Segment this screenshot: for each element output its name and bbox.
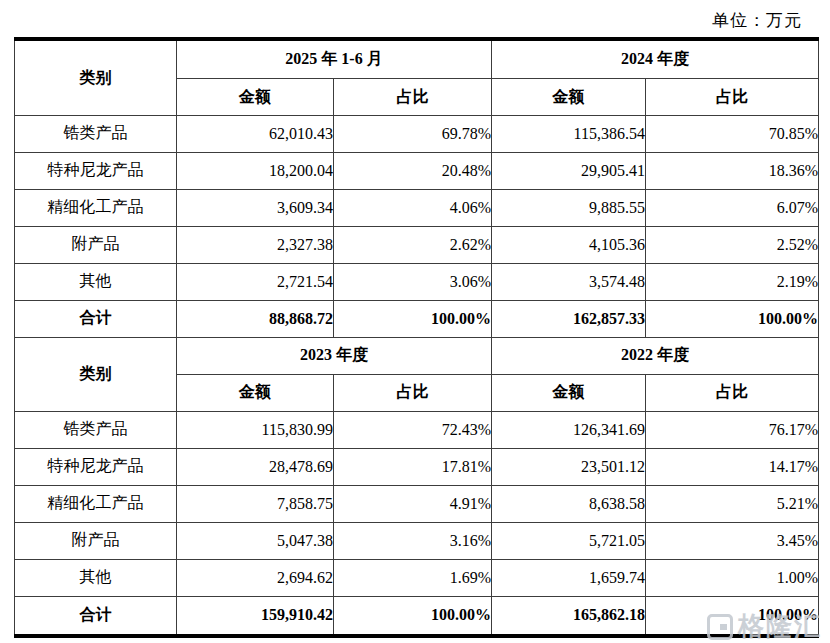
- ratio-cell: 100.00%: [334, 300, 492, 337]
- ratio-cell: 1.69%: [334, 559, 492, 596]
- amount-cell: 1,659.74: [492, 559, 646, 596]
- category-cell: 锆类产品: [15, 411, 177, 448]
- ratio-cell: 2.62%: [334, 226, 492, 263]
- total-row: 合计 88,868.72 100.00% 162,857.33 100.00%: [15, 300, 819, 337]
- ratio-cell: 100.00%: [646, 300, 819, 337]
- category-cell: 特种尼龙产品: [15, 152, 177, 189]
- ratio-cell: 4.06%: [334, 189, 492, 226]
- table-row: 附产品 2,327.38 2.62% 4,105.36 2.52%: [15, 226, 819, 263]
- table-row: 锆类产品 115,830.99 72.43% 126,341.69 76.17%: [15, 411, 819, 448]
- ratio-cell: 100.00%: [646, 596, 819, 636]
- category-cell: 附产品: [15, 522, 177, 559]
- table-row: 特种尼龙产品 18,200.04 20.48% 29,905.41 18.36%: [15, 152, 819, 189]
- amount-cell: 126,341.69: [492, 411, 646, 448]
- unit-label: 单位：万元: [712, 9, 802, 32]
- amount-cell: 62,010.43: [177, 116, 334, 153]
- ratio-cell: 70.85%: [646, 116, 819, 153]
- ratio-cell: 4.91%: [334, 485, 492, 522]
- amount-cell: 2,327.38: [177, 226, 334, 263]
- ratio-cell: 100.00%: [334, 596, 492, 636]
- amount-header: 金额: [492, 374, 646, 411]
- table-row: 特种尼龙产品 28,478.69 17.81% 23,501.12 14.17%: [15, 448, 819, 485]
- ratio-header: 占比: [646, 374, 819, 411]
- table-row: 附产品 5,047.38 3.16% 5,721.05 3.45%: [15, 522, 819, 559]
- amount-cell: 5,047.38: [177, 522, 334, 559]
- category-cell: 附产品: [15, 226, 177, 263]
- table-row: 精细化工产品 7,858.75 4.91% 8,638.58 5.21%: [15, 485, 819, 522]
- amount-cell: 88,868.72: [177, 300, 334, 337]
- period-header-2024: 2024 年度: [492, 39, 819, 79]
- ratio-cell: 20.48%: [334, 152, 492, 189]
- table-row: 锆类产品 62,010.43 69.78% 115,386.54 70.85%: [15, 116, 819, 153]
- ratio-cell: 2.52%: [646, 226, 819, 263]
- amount-cell: 2,694.62: [177, 559, 334, 596]
- ratio-header: 占比: [334, 374, 492, 411]
- amount-cell: 7,858.75: [177, 485, 334, 522]
- amount-header: 金额: [492, 79, 646, 116]
- category-column-header: 类别: [15, 39, 177, 116]
- ratio-cell: 5.21%: [646, 485, 819, 522]
- ratio-header: 占比: [334, 79, 492, 116]
- amount-cell: 28,478.69: [177, 448, 334, 485]
- amount-cell: 9,885.55: [492, 189, 646, 226]
- category-cell: 合计: [15, 596, 177, 636]
- total-row: 合计 159,910.42 100.00% 165,862.18 100.00%: [15, 596, 819, 636]
- ratio-cell: 1.00%: [646, 559, 819, 596]
- ratio-cell: 6.07%: [646, 189, 819, 226]
- table-row: 其他 2,694.62 1.69% 1,659.74 1.00%: [15, 559, 819, 596]
- period-header-row: 类别 2023 年度 2022 年度: [15, 337, 819, 374]
- category-cell: 精细化工产品: [15, 485, 177, 522]
- amount-header: 金额: [177, 79, 334, 116]
- ratio-cell: 72.43%: [334, 411, 492, 448]
- amount-cell: 2,721.54: [177, 263, 334, 300]
- category-column-header: 类别: [15, 337, 177, 411]
- amount-cell: 162,857.33: [492, 300, 646, 337]
- amount-cell: 18,200.04: [177, 152, 334, 189]
- revenue-breakdown-table: 类别 2025 年 1-6 月 2024 年度 金额 占比 金额 占比 锆类产品…: [14, 37, 819, 638]
- period-header-2022: 2022 年度: [492, 337, 819, 374]
- amount-cell: 165,862.18: [492, 596, 646, 636]
- ratio-cell: 18.36%: [646, 152, 819, 189]
- category-cell: 锆类产品: [15, 116, 177, 153]
- category-cell: 其他: [15, 263, 177, 300]
- ratio-cell: 69.78%: [334, 116, 492, 153]
- amount-cell: 115,830.99: [177, 411, 334, 448]
- ratio-cell: 76.17%: [646, 411, 819, 448]
- amount-cell: 23,501.12: [492, 448, 646, 485]
- amount-cell: 3,609.34: [177, 189, 334, 226]
- table-row: 其他 2,721.54 3.06% 3,574.48 2.19%: [15, 263, 819, 300]
- amount-header: 金额: [177, 374, 334, 411]
- table-row: 精细化工产品 3,609.34 4.06% 9,885.55 6.07%: [15, 189, 819, 226]
- ratio-header: 占比: [646, 79, 819, 116]
- amount-cell: 8,638.58: [492, 485, 646, 522]
- category-cell: 特种尼龙产品: [15, 448, 177, 485]
- ratio-cell: 17.81%: [334, 448, 492, 485]
- ratio-cell: 2.19%: [646, 263, 819, 300]
- amount-cell: 115,386.54: [492, 116, 646, 153]
- category-cell: 其他: [15, 559, 177, 596]
- amount-cell: 5,721.05: [492, 522, 646, 559]
- amount-cell: 29,905.41: [492, 152, 646, 189]
- category-cell: 精细化工产品: [15, 189, 177, 226]
- ratio-cell: 14.17%: [646, 448, 819, 485]
- category-cell: 合计: [15, 300, 177, 337]
- amount-cell: 3,574.48: [492, 263, 646, 300]
- ratio-cell: 3.45%: [646, 522, 819, 559]
- ratio-cell: 3.16%: [334, 522, 492, 559]
- ratio-cell: 3.06%: [334, 263, 492, 300]
- period-header-row: 类别 2025 年 1-6 月 2024 年度: [15, 39, 819, 79]
- amount-cell: 159,910.42: [177, 596, 334, 636]
- period-header-2023: 2023 年度: [177, 337, 492, 374]
- amount-cell: 4,105.36: [492, 226, 646, 263]
- period-header-2025h1: 2025 年 1-6 月: [177, 39, 492, 79]
